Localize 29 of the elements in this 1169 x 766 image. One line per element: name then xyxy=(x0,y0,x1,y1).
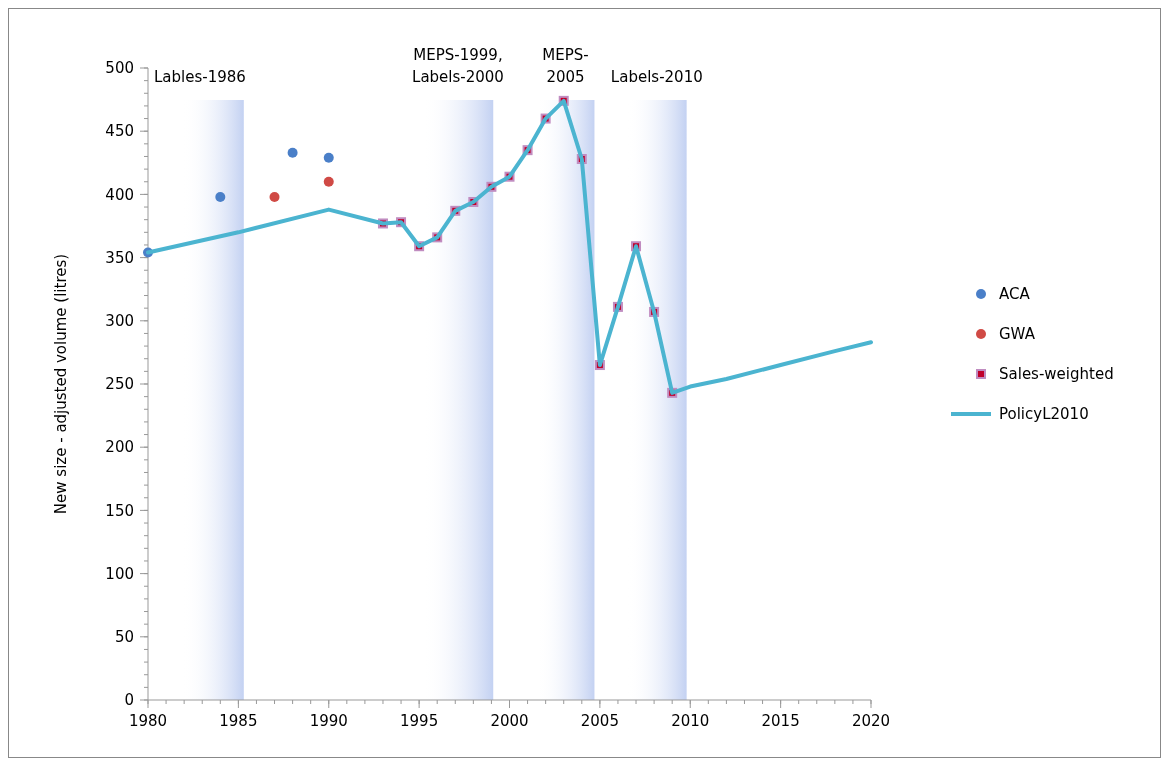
y-tick-label: 100 xyxy=(105,564,134,583)
x-tick-label: 2015 xyxy=(761,712,800,730)
legend-label: PolicyL2010 xyxy=(999,405,1089,424)
x-tick-label: 2010 xyxy=(671,712,710,730)
y-axis-title: New size - adjusted volume (litres) xyxy=(52,253,70,515)
x-tick-label: 1980 xyxy=(128,712,168,730)
band-label: MEPS-1999, Labels-2000 xyxy=(412,46,504,86)
y-tick-label: 200 xyxy=(105,438,134,457)
y-tick-label: 250 xyxy=(105,375,134,394)
band-label: MEPS- 2005 xyxy=(542,46,589,86)
band-label: Lables-1986 xyxy=(154,68,246,86)
y-tick-label: 300 xyxy=(105,312,134,331)
y-tick-label: 50 xyxy=(114,628,134,647)
band-label: Labels-2010 xyxy=(610,68,703,86)
x-tick-label: 1995 xyxy=(400,712,439,730)
x-tick-label: 2020 xyxy=(851,712,891,730)
legend-label: GWA xyxy=(999,325,1036,344)
x-tick-label: 2000 xyxy=(490,712,529,730)
legend-label: ACA xyxy=(999,285,1031,304)
x-tick-label: 1985 xyxy=(219,712,258,730)
y-tick-label: 150 xyxy=(105,501,134,520)
y-tick-label: 450 xyxy=(105,122,134,141)
y-tick-label: 400 xyxy=(105,185,134,204)
y-tick-label: 0 xyxy=(124,691,134,710)
x-tick-label: 2005 xyxy=(580,712,619,730)
y-tick-label: 500 xyxy=(105,59,134,78)
legend-label: Sales-weighted xyxy=(999,365,1114,384)
y-tick-label: 350 xyxy=(105,248,134,267)
x-tick-label: 1990 xyxy=(309,712,348,730)
